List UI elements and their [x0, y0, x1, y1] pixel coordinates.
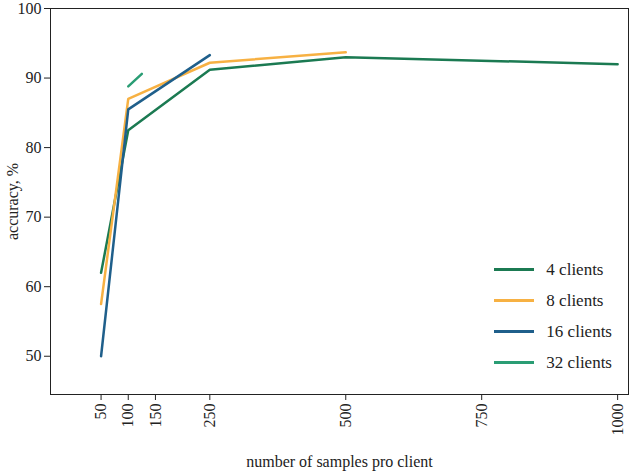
svg-text:accuracy, %: accuracy, %: [4, 163, 22, 240]
svg-text:60: 60: [26, 278, 42, 295]
html-text:16 clients: 16 clients: [546, 321, 612, 341]
html-text:8 clients: 8 clients: [546, 290, 604, 310]
svg-text:100: 100: [119, 404, 136, 428]
svg-text:150: 150: [147, 404, 164, 428]
svg-text:250: 250: [201, 404, 218, 428]
svg-text:100: 100: [18, 0, 42, 17]
html-text:32 clients: 32 clients: [546, 352, 612, 372]
html-text:4 clients: 4 clients: [546, 259, 604, 279]
svg-text:50: 50: [26, 347, 42, 364]
svg-text:750: 750: [473, 404, 490, 428]
svg-text:90: 90: [26, 69, 42, 86]
svg-text:70: 70: [26, 208, 42, 225]
svg-text:1000: 1000: [609, 404, 626, 436]
svg-text:500: 500: [337, 404, 354, 428]
svg-text:50: 50: [92, 404, 109, 420]
svg-text:number of samples pro client: number of samples pro client: [246, 453, 433, 471]
svg-text:80: 80: [26, 139, 42, 156]
